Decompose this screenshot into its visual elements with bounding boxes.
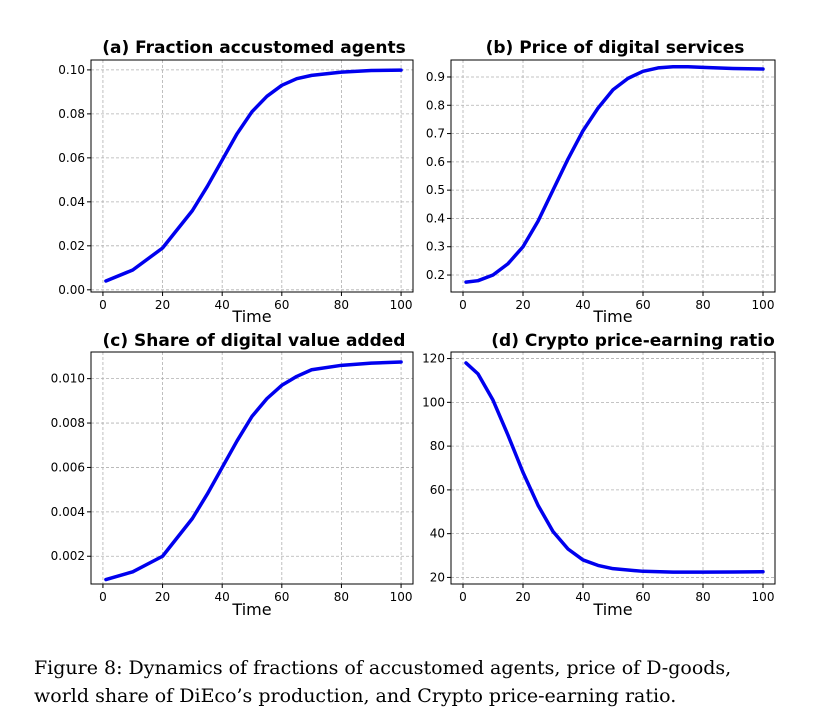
panel-c-xtick-label: 0 xyxy=(99,590,107,604)
panel-b-ytick-label: 0.9 xyxy=(426,70,445,84)
panel-a-ytick-label: 0.08 xyxy=(58,107,85,121)
panel-c-xtick-label: 100 xyxy=(390,590,413,604)
panel-d-ytick-label: 40 xyxy=(430,527,445,541)
panel-b-xtick-label: 80 xyxy=(695,298,710,312)
panel-a-xlabel: Time xyxy=(231,307,271,326)
panel-b-ytick-label: 0.5 xyxy=(426,183,445,197)
panel-d-xtick-label: 0 xyxy=(459,590,467,604)
panel-b-xtick-label: 0 xyxy=(459,298,467,312)
panel-b-ytick-label: 0.4 xyxy=(426,211,445,225)
panel-d-xlabel: Time xyxy=(592,600,632,619)
panel-a: (a) Fraction accustomed agents 0 20 40 60 80… xyxy=(58,38,414,326)
panel-c-xtick-label: 80 xyxy=(334,590,349,604)
panel-b-ytick-label: 0.8 xyxy=(426,98,445,112)
panel-d-xtick-label: 40 xyxy=(575,590,590,604)
panel-b-series-line xyxy=(464,65,765,284)
panel-b-xtick-label: 40 xyxy=(575,298,590,312)
panel-d-ytick-label: 120 xyxy=(422,352,445,366)
panel-d-xtick-label: 60 xyxy=(635,590,650,604)
panel-c-ytick-label: 0.004 xyxy=(51,505,85,519)
figure-caption: Figure 8: Dynamics of fractions of accus… xyxy=(34,654,804,710)
panel-a-xtick-label: 80 xyxy=(334,298,349,312)
panel-c-ytick-label: 0.002 xyxy=(51,549,85,563)
panel-a-ytick-label: 0.00 xyxy=(58,283,85,297)
panel-d-ytick-label: 100 xyxy=(422,395,445,409)
panel-a-ytick-label: 0.04 xyxy=(58,195,85,209)
panel-a-ytick-label: 0.10 xyxy=(58,63,85,77)
panel-c-ytick-label: 0.008 xyxy=(51,416,85,430)
panel-b-ytick-label: 0.7 xyxy=(426,127,445,141)
panel-b-xtick-label: 100 xyxy=(752,298,775,312)
panel-d-xtick-label: 80 xyxy=(695,590,710,604)
panel-b-ytick-label: 0.6 xyxy=(426,155,445,169)
panel-c-series-line xyxy=(104,360,403,582)
panel-d: (d) Crypto price-earning ratio 0 20 40 60 80… xyxy=(422,331,776,619)
panel-d-xtick-label: 100 xyxy=(752,590,775,604)
panel-d-ytick-label: 60 xyxy=(430,483,445,497)
panel-b: (b) Price of digital services 0 20 40 60 80 1… xyxy=(426,38,776,326)
panel-a-xtick-label: 0 xyxy=(99,298,107,312)
panel-c-xtick-label: 60 xyxy=(274,590,289,604)
panel-d-ytick-label: 20 xyxy=(430,570,445,584)
panel-a-xtick-label: 20 xyxy=(155,298,170,312)
panel-d-xtick-label: 20 xyxy=(515,590,530,604)
panel-c-ytick-label: 0.010 xyxy=(51,372,85,386)
panel-a-xtick-label: 100 xyxy=(390,298,413,312)
panel-b-ytick-label: 0.3 xyxy=(426,240,445,254)
panel-a-xtick-label: 60 xyxy=(274,298,289,312)
panel-a-xtick-label: 40 xyxy=(215,298,230,312)
caption-line-1: Figure 8: Dynamics of fractions of accus… xyxy=(34,657,732,679)
panel-b-title: (b) Price of digital services xyxy=(486,38,745,58)
panel-a-title: (a) Fraction accustomed agents xyxy=(102,38,406,58)
panel-d-series-line xyxy=(464,361,765,574)
panel-b-xtick-label: 20 xyxy=(515,298,530,312)
panel-d-title: (d) Crypto price-earning ratio xyxy=(491,331,775,351)
panel-b-ytick-label: 0.2 xyxy=(426,268,445,282)
panel-a-frame xyxy=(90,59,414,293)
panel-c-xtick-label: 20 xyxy=(155,590,170,604)
figure-grid: (a) Fraction accustomed agents 0 20 40 60 80… xyxy=(51,38,776,619)
panel-d-ytick-label: 80 xyxy=(430,439,445,453)
panel-b-frame xyxy=(450,59,776,293)
panel-b-xlabel: Time xyxy=(592,307,632,326)
panel-a-ytick-label: 0.06 xyxy=(58,151,85,165)
panel-c-xlabel: Time xyxy=(231,600,271,619)
panel-b-xtick-label: 60 xyxy=(635,298,650,312)
caption-line-2: world share of DiEco’s production, and C… xyxy=(34,685,677,707)
panel-c: (c) Share of digital value added 0 20 40 60… xyxy=(51,331,414,619)
panel-a-ytick-label: 0.02 xyxy=(58,239,85,253)
panel-a-series-line xyxy=(104,68,403,283)
panel-c-frame xyxy=(90,351,414,585)
panel-c-xtick-label: 40 xyxy=(215,590,230,604)
panel-d-frame xyxy=(450,351,776,585)
panel-c-ytick-label: 0.006 xyxy=(51,460,85,474)
panel-c-title: (c) Share of digital value added xyxy=(103,331,406,351)
